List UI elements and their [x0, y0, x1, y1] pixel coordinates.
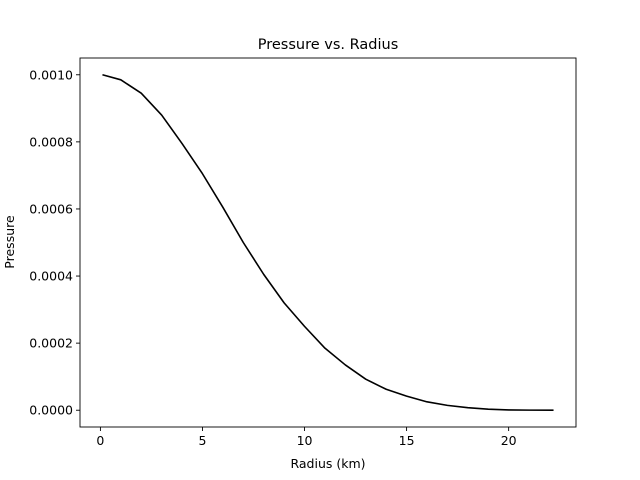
- x-tick-label-2: 10: [297, 433, 313, 448]
- y-tick-label-0: 0.0000: [29, 403, 73, 418]
- axes-frame: [79, 57, 577, 428]
- x-tick-label-4: 20: [501, 433, 517, 448]
- x-tick-label-0: 0: [96, 433, 104, 448]
- x-axis-label: Radius (km): [290, 456, 365, 471]
- y-tick-label-1: 0.0002: [29, 336, 73, 351]
- chart-title: Pressure vs. Radius: [258, 37, 399, 53]
- y-axis-label: Pressure: [2, 215, 17, 269]
- x-tick-label-3: 15: [399, 433, 415, 448]
- series-line-0: [102, 73, 554, 411]
- x-tick-label-1: 5: [198, 433, 206, 448]
- y-tick-label-5: 0.0010: [29, 67, 73, 82]
- y-tick-label-2: 0.0004: [29, 269, 73, 284]
- plot-area: 0 5 10 15 20 0.0000 0.0002 0.0004 0.0006 0.0008 0.…: [29, 57, 577, 448]
- y-tick-label-3: 0.0006: [29, 201, 73, 216]
- y-tick-label-4: 0.0008: [29, 134, 73, 149]
